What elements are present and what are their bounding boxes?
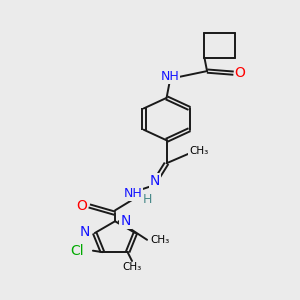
Text: CH₃: CH₃ [122, 262, 142, 272]
Text: N: N [120, 214, 130, 228]
Text: Cl: Cl [70, 244, 84, 258]
Text: H: H [143, 193, 152, 206]
Text: N: N [79, 226, 90, 239]
Text: CH₃: CH₃ [189, 146, 208, 157]
Text: N: N [150, 174, 160, 188]
Text: NH: NH [160, 70, 179, 83]
Text: O: O [235, 66, 246, 80]
Text: NH: NH [123, 187, 142, 200]
Text: O: O [76, 199, 87, 213]
Text: CH₃: CH₃ [151, 235, 170, 245]
